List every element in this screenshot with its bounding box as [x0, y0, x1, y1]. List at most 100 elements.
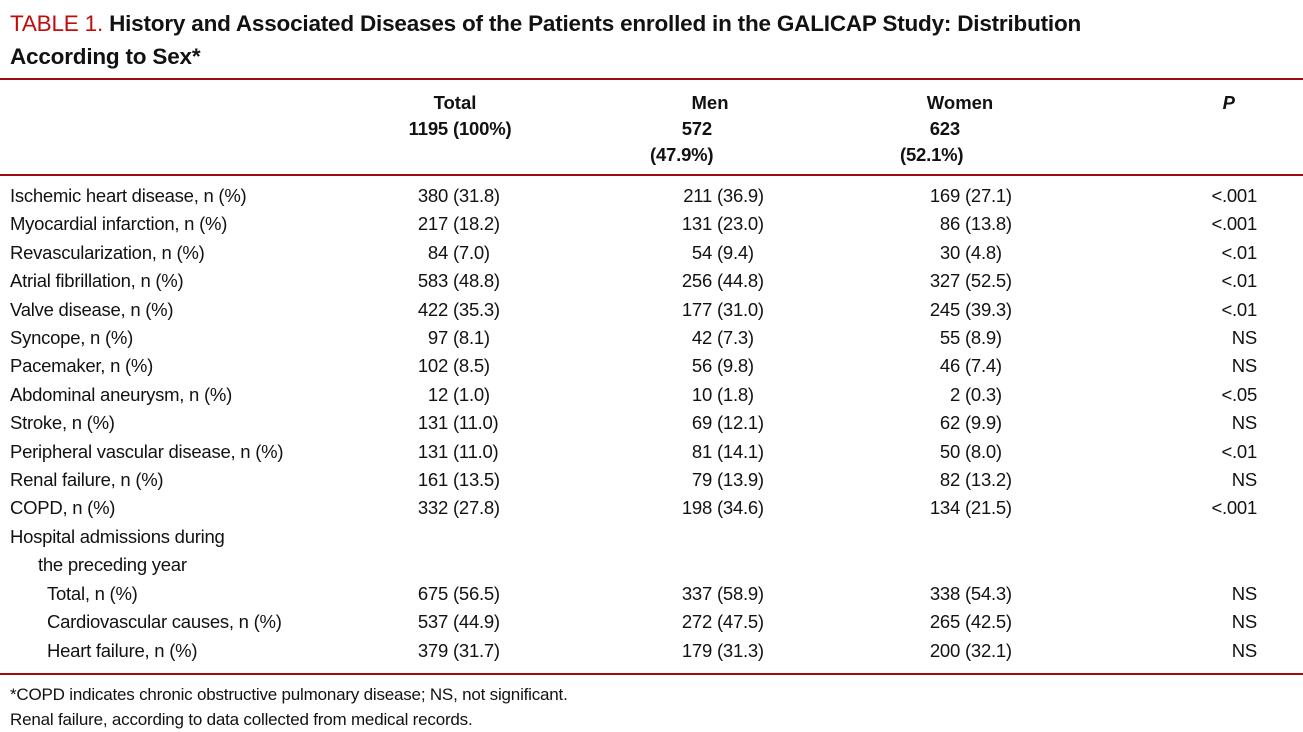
- footnote-line: *COPD indicates chronic obstructive pulm…: [10, 684, 568, 704]
- row-label: Stroke, n (%): [10, 412, 115, 434]
- row-label: Pacemaker, n (%): [10, 355, 154, 377]
- women-cell: 169 (27.1): [929, 185, 1012, 206]
- table-row: Syncope, n (%) 97 (8.1) 42 (7.3) 55 (8.9) N…: [0, 324, 1303, 352]
- p-value-cell: <.05: [1221, 383, 1257, 405]
- table-row: Atrial fibrillation, n (%) 583 (48.8) 256…: [0, 267, 1303, 295]
- men-cell: 42 (7.3): [691, 327, 754, 349]
- row-label: Renal failure, n (%): [10, 469, 164, 491]
- women-cell: [775, 551, 1025, 579]
- men-cell: 179 (31.3): [681, 639, 764, 661]
- column-header-p: P: [1222, 92, 1235, 113]
- header-spacer: [1025, 116, 1303, 168]
- p-value-cell: [1025, 551, 1303, 579]
- women-cell: 338 (54.3): [929, 582, 1012, 604]
- row-label: Myocardial infarction, n (%): [10, 213, 228, 235]
- p-value-cell: NS: [1231, 327, 1257, 349]
- table-row: Hospital admissions during: [0, 523, 1303, 551]
- men-cell: 131 (23.0): [681, 213, 764, 235]
- row-label: COPD, n (%): [10, 497, 116, 519]
- men-cell: 256 (44.8): [681, 270, 764, 292]
- p-value-cell: <.001: [1211, 213, 1257, 235]
- p-value-cell: NS: [1231, 412, 1257, 434]
- p-value-cell: [1025, 523, 1303, 551]
- row-label: Peripheral vascular disease, n (%): [10, 440, 284, 462]
- table-row: Abdominal aneurysm, n (%) 12 (1.0) 10 (1.8…: [0, 381, 1303, 409]
- column-header-total: Total: [433, 92, 477, 113]
- men-cell: 337 (58.9): [681, 582, 764, 604]
- men-cell: 272 (47.5): [681, 611, 764, 633]
- men-cell: [520, 551, 775, 579]
- men-cell: 79 (13.9): [691, 469, 764, 491]
- column-subheader-total: 1195 (100%): [408, 118, 512, 139]
- men-cell: 81 (14.1): [691, 440, 764, 462]
- p-value-cell: <.001: [1211, 185, 1257, 206]
- header-rule: [0, 174, 1303, 176]
- row-label: Hospital admissions during: [10, 525, 225, 547]
- women-cell: [775, 523, 1025, 551]
- table-title: TABLE 1. History and Associated Diseases…: [0, 0, 1303, 73]
- total-cell: [390, 551, 520, 579]
- women-cell: 327 (52.5): [929, 270, 1012, 292]
- p-value-cell: <.01: [1221, 270, 1257, 292]
- table-title-text: History and Associated Diseases of the P…: [10, 11, 1082, 69]
- row-label: Total, n (%): [47, 582, 138, 604]
- table-row: the preceding year: [0, 551, 1303, 579]
- total-cell: [390, 523, 520, 551]
- header-spacer: [0, 90, 390, 116]
- header-spacer: [0, 116, 390, 168]
- total-cell: 675 (56.5): [417, 582, 500, 604]
- p-value-cell: NS: [1231, 355, 1257, 377]
- row-label: Syncope, n (%): [10, 327, 133, 349]
- p-value-cell: NS: [1231, 469, 1257, 491]
- table-number-label: TABLE 1.: [10, 11, 104, 36]
- table-row: Peripheral vascular disease, n (%) 131 (1…: [0, 438, 1303, 466]
- column-subheader-women: 623(52.1%): [900, 118, 964, 165]
- women-cell: 30 (4.8): [939, 241, 1002, 263]
- men-cell: 177 (31.0): [681, 298, 764, 320]
- table-row: Heart failure, n (%) 379 (31.7) 179 (31.3)…: [0, 637, 1303, 665]
- column-header-men: Men: [691, 92, 729, 113]
- total-cell: 161 (13.5): [417, 469, 500, 491]
- total-cell: 102 (8.5): [417, 355, 490, 377]
- table-row: Renal failure, n (%) 161 (13.5) 79 (13.9) …: [0, 466, 1303, 494]
- women-cell: 245 (39.3): [929, 298, 1012, 320]
- p-value-cell: <.01: [1221, 298, 1257, 320]
- total-cell: 583 (48.8): [417, 270, 500, 292]
- total-cell: 380 (31.8): [417, 185, 500, 206]
- row-label: the preceding year: [38, 554, 187, 576]
- women-cell: 265 (42.5): [929, 611, 1012, 633]
- total-cell: 131 (11.0): [417, 412, 499, 434]
- p-value-cell: <.01: [1221, 440, 1257, 462]
- column-header-women: Women: [926, 92, 994, 113]
- column-subheader-men: 572(47.9%): [650, 118, 714, 165]
- total-cell: 131 (11.0): [417, 440, 499, 462]
- row-label: Revascularization, n (%): [10, 241, 205, 263]
- women-cell: 62 (9.9): [939, 412, 1002, 434]
- women-cell: 50 (8.0): [939, 440, 1002, 462]
- row-label: Ischemic heart disease, n (%): [10, 185, 247, 206]
- total-cell: 97 (8.1): [427, 327, 490, 349]
- total-cell: 422 (35.3): [417, 298, 500, 320]
- top-rule: [0, 78, 1303, 80]
- total-cell: 332 (27.8): [417, 497, 500, 519]
- total-cell: 379 (31.7): [417, 639, 500, 661]
- women-cell: 86 (13.8): [939, 213, 1012, 235]
- row-label: Valve disease, n (%): [10, 298, 174, 320]
- table-row: Valve disease, n (%) 422 (35.3) 177 (31.0)…: [0, 296, 1303, 324]
- row-label: Heart failure, n (%): [47, 639, 198, 661]
- men-cell: 10 (1.8): [691, 383, 754, 405]
- men-cell: 54 (9.4): [691, 241, 754, 263]
- row-label: Abdominal aneurysm, n (%): [10, 383, 233, 405]
- men-cell: [520, 523, 775, 551]
- women-cell: 2 (0.3): [949, 383, 1002, 405]
- table-row: Ischemic heart disease, n (%) 380 (31.8) …: [0, 182, 1303, 210]
- women-cell: 55 (8.9): [939, 327, 1002, 349]
- table-row: Revascularization, n (%) 84 (7.0) 54 (9.4)…: [0, 239, 1303, 267]
- p-value-cell: NS: [1231, 639, 1257, 661]
- table-row: Stroke, n (%) 131 (11.0) 69 (12.1) 62 (9.9)…: [0, 409, 1303, 437]
- women-cell: 200 (32.1): [929, 639, 1012, 661]
- p-value-cell: <.01: [1221, 241, 1257, 263]
- table-row: Myocardial infarction, n (%) 217 (18.2) 1…: [0, 210, 1303, 238]
- footnote-line: Renal failure, according to data collect…: [10, 709, 473, 729]
